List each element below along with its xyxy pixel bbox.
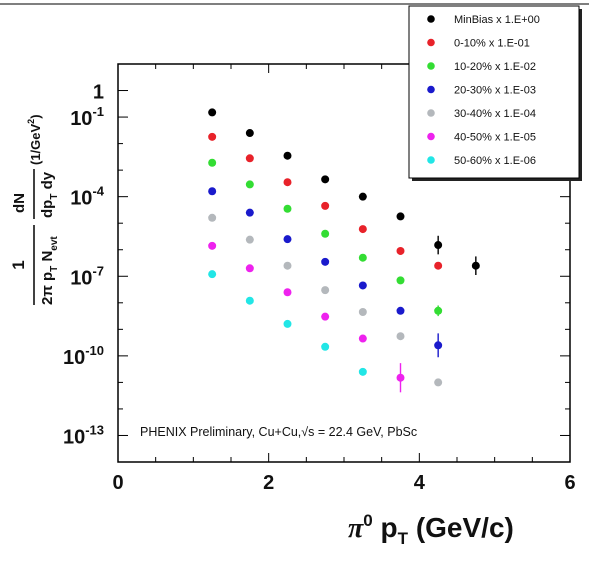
data-point-3 bbox=[245, 180, 254, 189]
data-point-2 bbox=[245, 154, 254, 163]
data-point-4 bbox=[434, 341, 443, 350]
y-tick-label: 1 bbox=[93, 82, 104, 104]
data-point-5 bbox=[434, 378, 443, 387]
legend-marker bbox=[427, 156, 435, 164]
x-axis-title-p: p bbox=[373, 512, 398, 543]
data-point-7 bbox=[208, 270, 217, 279]
legend-marker bbox=[427, 132, 435, 141]
data-point-4 bbox=[208, 187, 217, 196]
data-point-1 bbox=[208, 108, 217, 117]
plot-annotation: PHENIX Preliminary, Cu+Cu,√s = 22.4 GeV,… bbox=[140, 425, 417, 439]
data-point-3 bbox=[396, 276, 405, 285]
y-title-dN: dN bbox=[11, 193, 28, 213]
data-point-5 bbox=[321, 286, 330, 295]
data-point-2 bbox=[434, 261, 443, 270]
data-point-2 bbox=[396, 246, 405, 255]
legend-label: 10-20% x 1.E-02 bbox=[454, 61, 536, 73]
data-points bbox=[208, 108, 480, 393]
data-point-6 bbox=[245, 264, 254, 273]
data-point-1 bbox=[471, 261, 480, 270]
data-point-4 bbox=[283, 235, 292, 244]
y-title-unit: (1/GeV2) bbox=[26, 114, 43, 165]
data-point-6 bbox=[208, 241, 217, 250]
data-point-4 bbox=[321, 257, 330, 266]
data-point-7 bbox=[245, 296, 254, 305]
data-point-3 bbox=[283, 204, 292, 213]
y-tick-labels: 110-1 10-4 10-7 10-10 10-13 bbox=[63, 82, 105, 449]
legend-label: MinBias x 1.E+00 bbox=[454, 14, 540, 26]
data-point-5 bbox=[396, 332, 405, 341]
data-point-5 bbox=[245, 235, 254, 244]
data-point-5 bbox=[283, 261, 292, 270]
data-point-6 bbox=[358, 334, 367, 343]
legend-label: 20-30% x 1.E-03 bbox=[454, 85, 536, 97]
data-point-1 bbox=[321, 175, 330, 184]
data-point-1 bbox=[358, 192, 367, 201]
x-tick-label: 0 bbox=[112, 472, 123, 494]
data-point-4 bbox=[358, 281, 367, 290]
y-tick-label: 10-10 bbox=[63, 343, 104, 369]
y-title-denominator-2: dpT dy bbox=[39, 171, 60, 218]
data-point-6 bbox=[396, 373, 405, 382]
data-point-2 bbox=[283, 178, 292, 187]
legend-marker bbox=[427, 109, 435, 117]
data-point-1 bbox=[434, 241, 443, 250]
data-point-1 bbox=[245, 129, 254, 138]
x-tick-label: 6 bbox=[564, 472, 575, 494]
data-point-4 bbox=[245, 208, 254, 217]
x-axis-title: π0 pT (GeV/c) bbox=[348, 511, 514, 548]
legend-marker bbox=[427, 62, 435, 70]
data-point-3 bbox=[358, 253, 367, 262]
legend-marker bbox=[427, 15, 435, 23]
data-point-5 bbox=[208, 213, 217, 222]
x-axis-title-pi: π bbox=[348, 513, 364, 544]
data-point-2 bbox=[358, 225, 367, 234]
y-tick-label: 10-13 bbox=[63, 422, 104, 448]
data-point-3 bbox=[321, 229, 330, 238]
data-point-6 bbox=[321, 312, 330, 321]
x-axis-title-sub: T bbox=[398, 529, 409, 548]
data-point-7 bbox=[283, 319, 292, 328]
x-axis-title-unit: (GeV/c) bbox=[408, 512, 514, 543]
x-tick-label: 4 bbox=[414, 472, 426, 494]
legend-marker bbox=[427, 38, 435, 47]
legend-marker bbox=[427, 85, 435, 94]
y-tick-label: 10-1 bbox=[70, 104, 104, 130]
data-point-5 bbox=[358, 308, 367, 317]
legend: MinBias x 1.E+00 0-10% x 1.E-01 10-20% x 1… bbox=[408, 5, 582, 181]
data-point-7 bbox=[358, 367, 367, 376]
legend-label: 50-60% x 1.E-06 bbox=[454, 155, 536, 167]
y-axis-title: 1 2π pT Nevt dN dpT dy (1/GeV2) bbox=[9, 114, 60, 305]
x-tick-label: 2 bbox=[263, 472, 274, 494]
legend-label: 0-10% x 1.E-01 bbox=[454, 38, 530, 50]
y-tick-label: 10-4 bbox=[70, 184, 105, 210]
y-title-one: 1 bbox=[9, 260, 28, 269]
data-point-1 bbox=[283, 151, 292, 160]
legend-box bbox=[408, 5, 580, 179]
data-point-7 bbox=[321, 342, 330, 351]
legend-label: 40-50% x 1.E-05 bbox=[454, 132, 536, 144]
data-point-6 bbox=[283, 288, 292, 297]
y-tick-label: 10-7 bbox=[70, 263, 104, 289]
x-tick-labels: 0 2 4 6 bbox=[112, 472, 575, 494]
data-point-2 bbox=[208, 132, 217, 141]
data-point-3 bbox=[208, 158, 217, 167]
y-title-denominator-1: 2π pT Nevt bbox=[39, 236, 60, 305]
data-point-3 bbox=[434, 306, 443, 315]
x-axis-title-sup: 0 bbox=[363, 511, 372, 530]
data-point-1 bbox=[396, 212, 405, 221]
legend-label: 30-40% x 1.E-04 bbox=[454, 108, 536, 120]
data-point-2 bbox=[321, 201, 330, 210]
data-point-4 bbox=[396, 306, 405, 315]
